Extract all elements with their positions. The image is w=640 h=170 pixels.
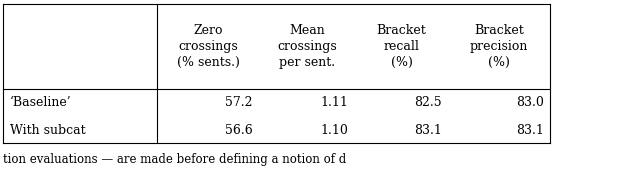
Text: 83.1: 83.1 [413, 124, 442, 137]
Text: 1.10: 1.10 [321, 124, 349, 137]
Text: 56.6: 56.6 [225, 124, 253, 137]
Text: Zero
crossings
(% sents.): Zero crossings (% sents.) [177, 24, 239, 69]
Text: 83.1: 83.1 [516, 124, 544, 137]
Text: 57.2: 57.2 [225, 96, 253, 109]
Text: Bracket
recall
(%): Bracket recall (%) [377, 24, 426, 69]
Text: With subcat: With subcat [10, 124, 85, 137]
Text: Bracket
precision
(%): Bracket precision (%) [470, 24, 529, 69]
Text: 83.0: 83.0 [516, 96, 544, 109]
Text: ‘Baseline’: ‘Baseline’ [10, 96, 71, 109]
Text: 82.5: 82.5 [414, 96, 442, 109]
Text: 1.11: 1.11 [321, 96, 349, 109]
Text: tion evaluations — are made before defining a notion of d: tion evaluations — are made before defin… [3, 153, 346, 166]
Text: Mean
crossings
per sent.: Mean crossings per sent. [277, 24, 337, 69]
